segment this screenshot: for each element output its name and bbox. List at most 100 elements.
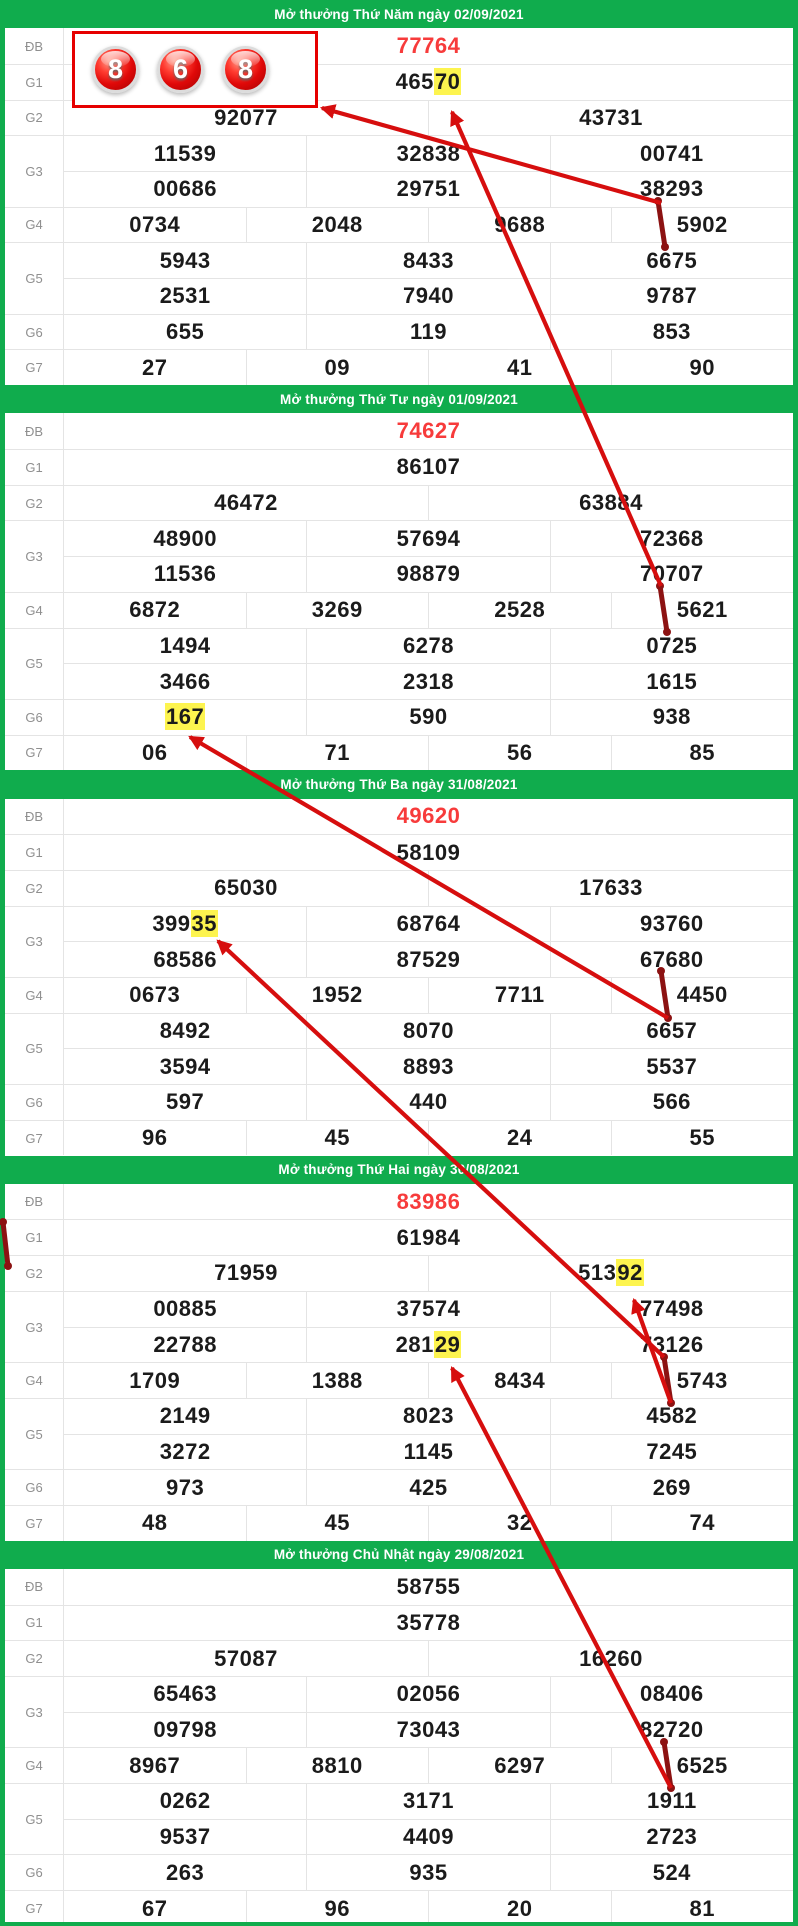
prize-number: 6657 [646, 1018, 698, 1044]
prize-number: 96 [142, 1125, 168, 1151]
lottery-ball: 8 [222, 46, 269, 93]
prize-cells: 973 425 269 [64, 1470, 793, 1505]
prize-label: G2 [5, 485, 64, 521]
section-body: ĐB 58755 G1 35778 G2 57087 16260 G3 65463 02056 08… [5, 1568, 794, 1926]
prize-subrow: 655 119 853 [64, 314, 793, 350]
prize-number: 590 [409, 704, 448, 730]
prize-number: 11539 [153, 140, 217, 166]
prize-label: G4 [5, 1363, 64, 1398]
prize-cell: 38293 [549, 171, 793, 207]
prize-cell: 1952 [245, 978, 429, 1013]
prize-number: 71 [324, 739, 350, 765]
prize-row: G4 6872 3269 2528 5621 [5, 591, 793, 628]
prize-subrow: 5943 8433 6675 [64, 243, 793, 279]
prize-row: G5 8492 8070 6657 3594 8893 5537 [5, 1012, 793, 1085]
prize-cell: 29751 [306, 171, 549, 207]
prize-cell: 9787 [549, 279, 793, 314]
prize-number: 73043 [396, 1717, 461, 1743]
prize-subrow: 3466 2318 1615 [64, 663, 793, 699]
prize-number: 72368 [639, 525, 704, 551]
prize-number: 63884 [579, 490, 643, 516]
prize-cell: 2531 [64, 279, 306, 314]
prize-cell: 39935 [64, 907, 306, 942]
prize-cell: 1494 [64, 629, 306, 664]
prize-number: 0725 [646, 632, 698, 658]
prize-number: 7711 [494, 982, 545, 1008]
prize-cell: 938 [549, 699, 793, 735]
prize-cells: 46570 [64, 65, 793, 100]
digit-highlight: 29 [433, 1330, 462, 1358]
prize-label: G2 [5, 100, 64, 136]
prize-cells: 83986 [64, 1184, 793, 1220]
prize-cell: 73043 [306, 1712, 549, 1748]
prize-number: 1145 [403, 1438, 454, 1464]
prize-label: G1 [5, 835, 64, 870]
prize-cell: 590 [306, 699, 549, 735]
section-title: Mở thưởng Thứ Ba ngày 31/08/2021 [0, 770, 798, 799]
prize-label: G3 [5, 521, 64, 592]
prize-subrow: 65463 02056 08406 [64, 1677, 793, 1712]
prize-cell: 1615 [549, 664, 793, 699]
prize-cells: 0262 3171 1911 9537 4409 2723 [64, 1784, 793, 1855]
prize-number: 5537 [646, 1053, 698, 1079]
prize-label: G4 [5, 978, 64, 1013]
prize-number: 0734 [129, 211, 181, 237]
prize-cells: 61984 [64, 1220, 793, 1255]
prize-cells: 96 45 24 55 [64, 1120, 793, 1156]
prize-number: 5743 [676, 1367, 728, 1393]
prize-cell: 973 [64, 1470, 306, 1505]
prize-number: 85 [689, 739, 715, 765]
prize-number: 440 [409, 1089, 448, 1115]
prize-cell: 46570 [64, 65, 793, 100]
prize-number: 4450 [676, 982, 728, 1008]
prize-cell: 68764 [306, 906, 549, 942]
prize-number: 65030 [214, 875, 278, 901]
prize-cell: 8070 [306, 1013, 549, 1049]
prize-cells: 597 440 566 [64, 1085, 793, 1120]
prize-number: 263 [166, 1859, 205, 1885]
prize-number: 9537 [159, 1824, 211, 1850]
prize-number: 2528 [494, 597, 546, 623]
prize-row: G5 0262 3171 1911 9537 4409 2723 [5, 1783, 793, 1855]
prize-row: G7 48 45 32 74 [5, 1504, 793, 1541]
prize-label: G1 [5, 64, 64, 100]
prize-cell: 22788 [64, 1328, 306, 1363]
prize-cell: 3171 [306, 1784, 549, 1819]
prize-cell: 5537 [549, 1049, 793, 1085]
prize-number: 02056 [396, 1681, 461, 1707]
prize-subrow: 67 96 20 81 [64, 1891, 793, 1926]
prize-cell: 8434 [428, 1363, 611, 1398]
prize-number: 2149 [159, 1403, 211, 1429]
prize-cell: 70707 [549, 557, 793, 592]
prize-cell: 96 [245, 1891, 429, 1926]
prize-number: 48900 [153, 525, 217, 551]
section-title: Mở thưởng Thứ Năm ngày 02/09/2021 [0, 0, 798, 29]
prize-number: 27 [142, 354, 168, 380]
prize-subrow: 09798 73043 82720 [64, 1711, 793, 1748]
prize-cell: 3466 [64, 664, 306, 699]
prize-row: G4 0734 2048 9688 5902 [5, 206, 793, 243]
prize-cell: 51392 [428, 1256, 793, 1291]
prize-cell: 08406 [549, 1677, 793, 1712]
prize-cell: 8810 [245, 1748, 429, 1784]
prize-number: 86107 [396, 454, 461, 480]
prize-cell: 655 [64, 315, 306, 350]
prize-cells: 655 119 853 [64, 314, 793, 350]
prize-cells: 00885 37574 77498 22788 28129 73126 [64, 1291, 793, 1363]
prize-row: G2 71959 51392 [5, 1255, 793, 1291]
prize-cell: 92077 [64, 101, 428, 136]
prize-cell: 9537 [64, 1820, 306, 1855]
prize-cell: 0262 [64, 1784, 306, 1819]
prize-cell: 6525 [610, 1748, 794, 1784]
prize-subrow: 58755 [64, 1569, 793, 1605]
prize-row: ĐB 58755 [5, 1568, 793, 1605]
prize-number: 8433 [403, 247, 454, 273]
prize-number: 0673 [129, 982, 181, 1008]
prize-row: G7 67 96 20 81 [5, 1890, 793, 1926]
prize-number: 8492 [159, 1018, 211, 1044]
prize-label: ĐB [5, 28, 64, 64]
prize-cells: 46472 63884 [64, 485, 793, 521]
section-title: Mở thưởng Chủ Nhật ngày 29/08/2021 [0, 1540, 798, 1569]
prize-cells: 74627 [64, 413, 793, 449]
